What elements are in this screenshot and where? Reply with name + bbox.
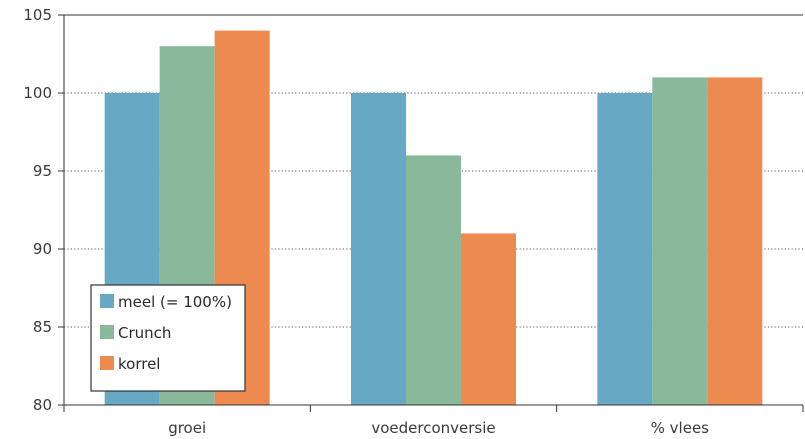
x-category-label: % vlees (651, 419, 710, 437)
bar-2-2 (406, 155, 461, 405)
legend-swatch-3 (100, 356, 114, 370)
legend-swatch-2 (100, 325, 114, 339)
bar-2-3 (652, 77, 708, 406)
bar-3-3 (707, 77, 763, 406)
legend-swatch-1 (100, 294, 114, 308)
axes-layer: 80 85 90 95 100 105 groei voederconversie % vlee… (23, 6, 804, 437)
y-tick-label: 100 (23, 84, 52, 102)
bar-3-2 (461, 233, 516, 405)
legend: meel (= 100%) Crunch korrel (90, 284, 246, 392)
y-tick-label: 105 (23, 6, 52, 24)
y-tick-label: 90 (33, 240, 52, 258)
x-category-label: voederconversie (371, 419, 495, 437)
y-tick-label: 80 (33, 396, 52, 414)
bar-1-3 (597, 93, 653, 405)
legend-label-2: Crunch (118, 324, 171, 342)
bar-1-2 (351, 93, 406, 405)
legend-label-1: meel (= 100%) (118, 293, 232, 311)
y-tick-label: 95 (33, 162, 52, 180)
legend-label-3: korrel (118, 355, 160, 373)
legend-box (90, 284, 246, 392)
y-tick-label: 85 (33, 318, 52, 336)
x-category-label: groei (168, 419, 206, 437)
